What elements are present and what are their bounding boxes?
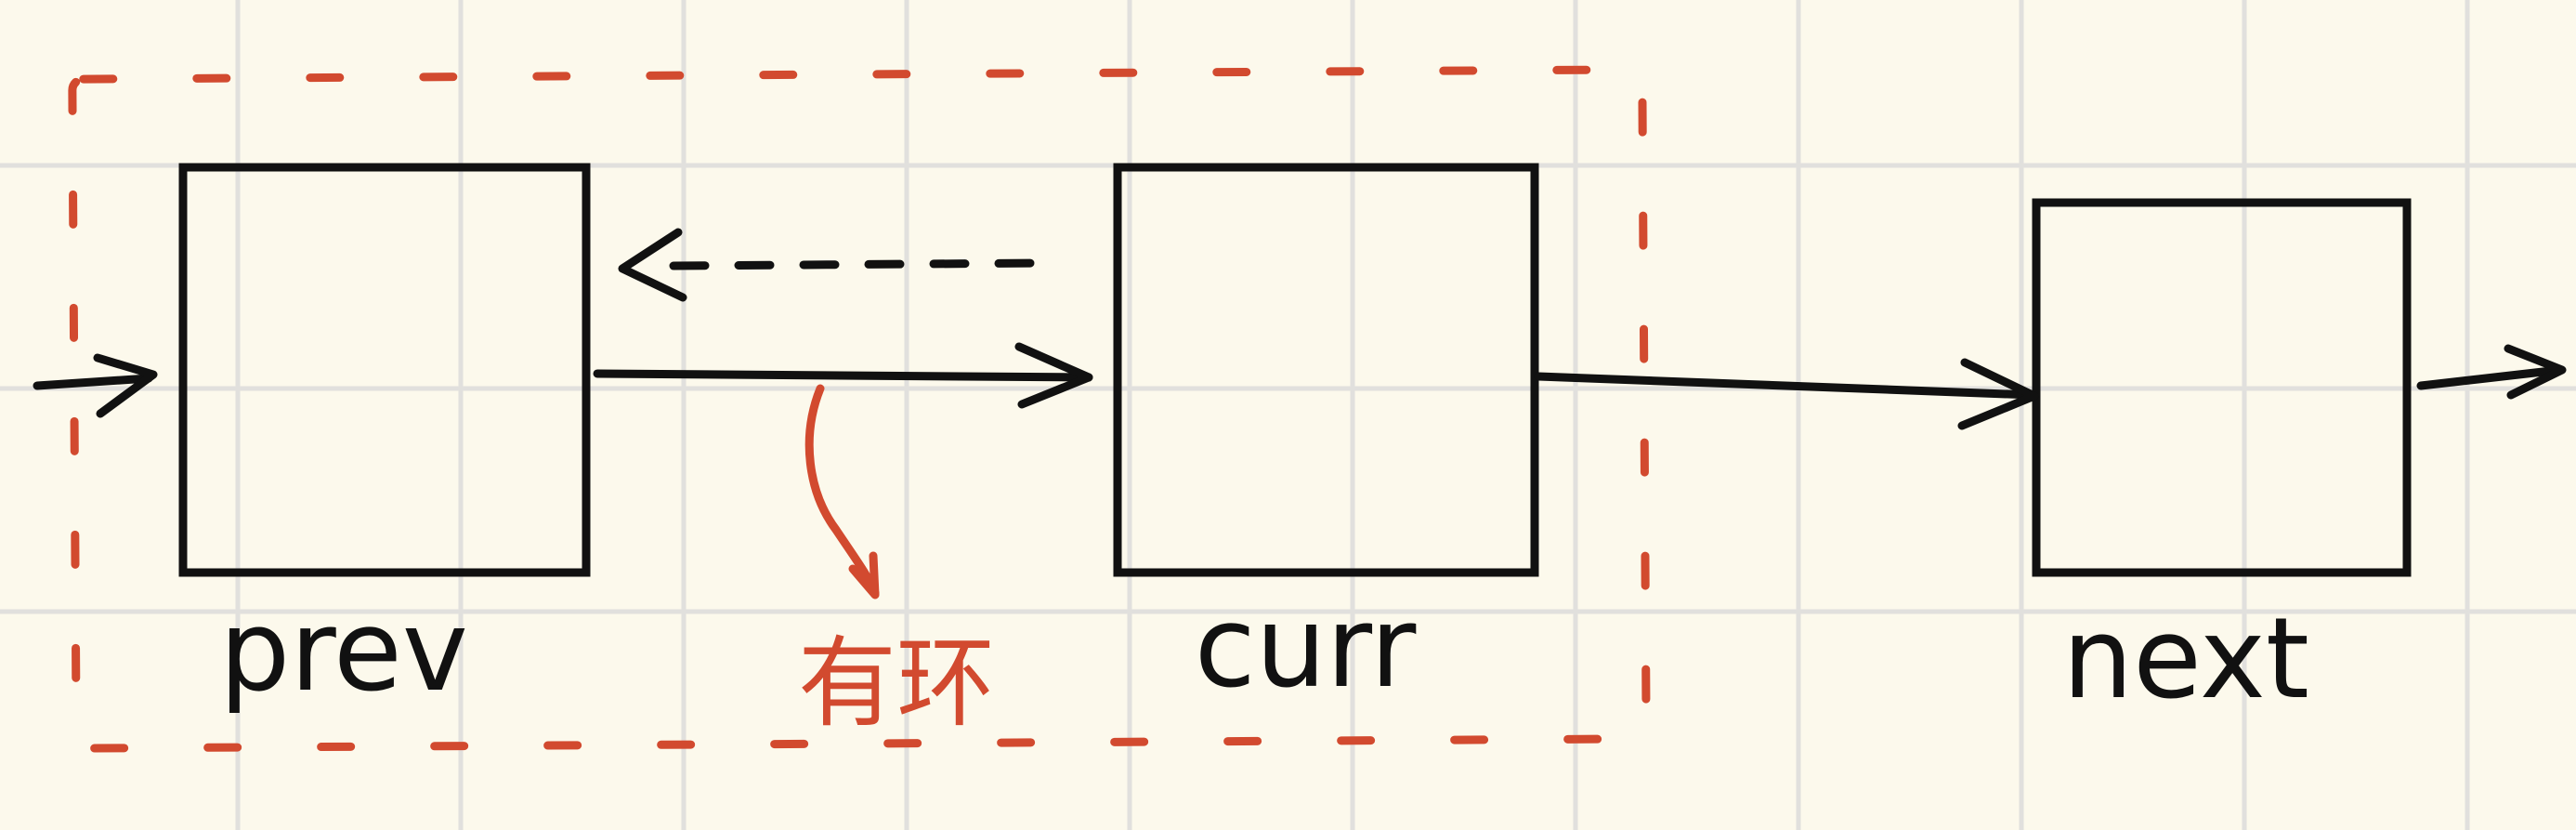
annotation-pointer <box>804 384 880 599</box>
node-curr-box <box>1113 163 1539 577</box>
node-prev-box <box>178 163 591 577</box>
node-next-box <box>2032 198 2412 577</box>
arrow-prev-to-curr <box>593 342 1093 409</box>
dashed-back-arrow <box>618 228 1050 302</box>
arrow-curr-to-next <box>1534 358 2039 430</box>
outgoing-arrow <box>2416 344 2567 400</box>
node-label-prev: prev <box>219 587 468 717</box>
node-label-next: next <box>2062 595 2309 724</box>
incoming-arrow <box>33 353 158 418</box>
node-label-curr: curr <box>1195 584 1417 713</box>
annotation-label: 有环 <box>798 626 995 741</box>
